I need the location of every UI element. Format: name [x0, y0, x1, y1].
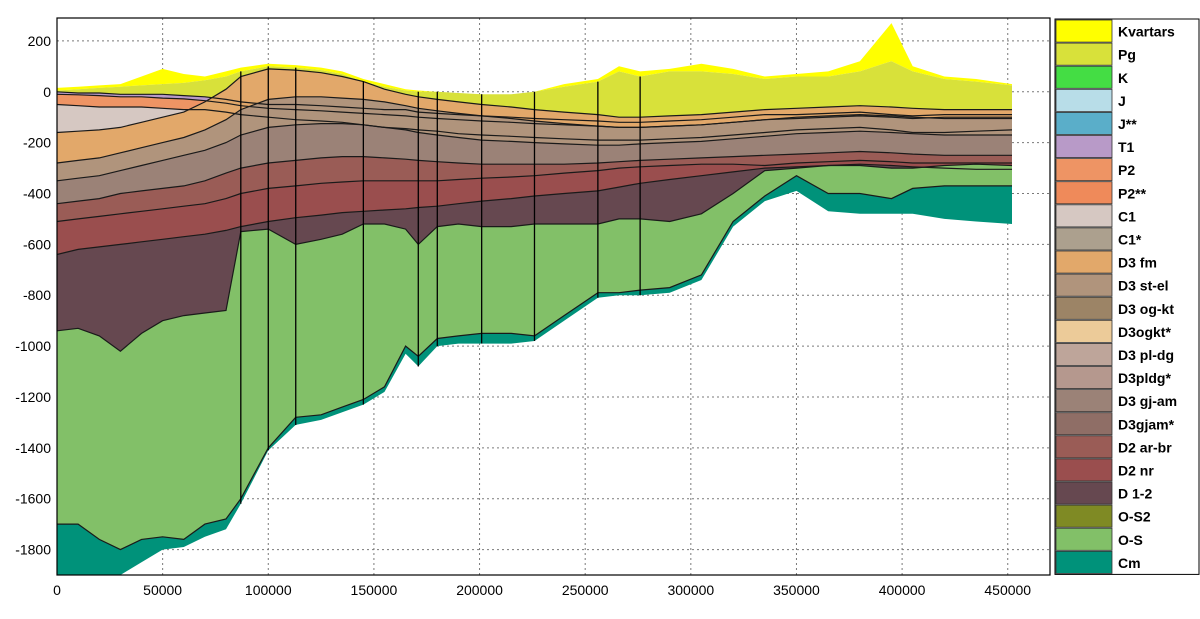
y-tick-label: -1400 — [15, 440, 51, 456]
legend-label-d3-fm: D3 fm — [1118, 255, 1157, 271]
y-tick-label: -800 — [23, 287, 51, 303]
y-tick-label: 0 — [43, 84, 51, 100]
y-tick-label: -1000 — [15, 338, 51, 354]
legend-swatch-d2-nr — [1055, 458, 1113, 482]
y-tick-label: -1800 — [15, 542, 51, 558]
boundary-o-s — [56, 163, 1013, 352]
legend-swatch-d3gjamstar — [1055, 412, 1113, 436]
boundary-d3-fm — [56, 68, 1012, 134]
legend-swatch-d2-ar-br — [1055, 435, 1113, 459]
boundary-d3-st-el — [56, 96, 1012, 164]
x-tick-label: 200000 — [456, 582, 503, 598]
legend-swatch-p2 — [1055, 158, 1113, 182]
legend-swatch-d3-st-el — [1055, 273, 1113, 297]
y-tick-label: -400 — [23, 185, 51, 201]
legend-label-c1: C1 — [1118, 208, 1136, 224]
legend-swatch-d3-gj-am — [1055, 389, 1113, 413]
plot-frame — [56, 17, 1051, 576]
boundary-p2 — [56, 93, 1012, 128]
legend-label-p2: P2 — [1118, 162, 1135, 178]
y-tick-label: -200 — [23, 135, 51, 151]
y-tick-label: -600 — [23, 236, 51, 252]
legend-swatch-o-s — [1055, 527, 1113, 551]
layer-kvartars — [57, 23, 1012, 95]
x-tick-label: 300000 — [667, 582, 714, 598]
legend-swatch-kvartars — [1055, 19, 1113, 43]
legend-swatch-c1star — [1055, 227, 1113, 251]
legend-label-k: K — [1118, 70, 1128, 86]
legend: Kvartars Pg KJ J** T1 P2 P2** C1 C1* D3 fm D3 st-e… — [1054, 18, 1200, 575]
legend-swatch-d3ogktstar — [1055, 319, 1113, 343]
legend-swatch-p2starstar — [1055, 181, 1113, 205]
x-tick-label: 0 — [53, 582, 61, 598]
legend-label-o-s2: O-S2 — [1118, 509, 1151, 525]
legend-label-d3-pl-dg: D3 pl-dg — [1118, 347, 1174, 363]
legend-swatch-d-1-2 — [1055, 481, 1113, 505]
fault-lines — [240, 66, 641, 504]
legend-label-d3gjamstar: D3gjam* — [1118, 416, 1175, 432]
boundary-d3-gj-am — [56, 123, 1012, 182]
legend-label-o-s: O-S — [1118, 532, 1143, 548]
x-tick-label: 400000 — [879, 582, 926, 598]
legend-label-cm: Cm — [1118, 555, 1141, 571]
axes: 0 50000 100000 150000 200000 250000 300000 3500… — [15, 33, 1031, 598]
legend-label-t1: T1 — [1118, 139, 1135, 155]
legend-label-pg: Pg — [1118, 47, 1136, 63]
boundary-c1 — [56, 103, 1013, 141]
legend-swatch-pg — [1055, 42, 1113, 66]
legend-label-c1star: C1* — [1118, 231, 1142, 247]
legend-swatch-d3-og-kt — [1055, 296, 1113, 320]
x-tick-label: 450000 — [984, 582, 1031, 598]
legend-swatch-d3-fm — [1055, 250, 1113, 274]
legend-swatch-k — [1055, 65, 1113, 89]
legend-label-d3-st-el: D3 st-el — [1118, 278, 1169, 294]
legend-swatch-o-s2 — [1055, 504, 1113, 528]
legend-label-p2starstar: P2** — [1118, 185, 1147, 201]
legend-swatch-t1 — [1055, 135, 1113, 159]
y-tick-label: -1600 — [15, 491, 51, 507]
x-tick-label: 250000 — [562, 582, 609, 598]
legend-label-d2-nr: D2 nr — [1118, 462, 1154, 478]
boundary-d2-ar-br — [56, 150, 1012, 205]
x-tick-label: 350000 — [773, 582, 820, 598]
legend-frame — [1054, 18, 1200, 575]
legend-swatch-c1 — [1055, 204, 1113, 228]
legend-label-jstarstar: J** — [1118, 116, 1137, 132]
legend-label-d2-ar-br: D2 ar-br — [1118, 439, 1172, 455]
legend-swatch-cm — [1055, 550, 1113, 574]
legend-label-d3pldgstar: D3pldg* — [1118, 370, 1171, 386]
boundary-cm — [57, 175, 1012, 551]
y-tick-label: -1200 — [15, 389, 51, 405]
x-tick-label: 50000 — [143, 582, 182, 598]
legend-swatch-j — [1055, 88, 1113, 112]
legend-label-d3ogktstar: D3ogkt* — [1118, 324, 1171, 340]
legend-label-d3-gj-am: D3 gj-am — [1118, 393, 1177, 409]
x-tick-label: 150000 — [351, 582, 398, 598]
y-tick-label: 200 — [28, 33, 52, 49]
legend-label-j: J — [1118, 93, 1126, 109]
boundary-d2-nr — [56, 159, 1012, 223]
boundary-t1 — [56, 91, 1012, 123]
legend-label-d3-og-kt: D3 og-kt — [1118, 301, 1174, 317]
legend-label-d-1-2: D 1-2 — [1118, 486, 1152, 502]
strata-boundaries — [56, 68, 1013, 551]
legend-swatch-jstarstar — [1055, 112, 1113, 135]
legend-label-kvartars: Kvartars — [1118, 24, 1175, 40]
x-tick-label: 100000 — [245, 582, 292, 598]
legend-swatch-d3pldgstar — [1055, 366, 1113, 390]
legend-swatch-d3-pl-dg — [1055, 342, 1113, 366]
